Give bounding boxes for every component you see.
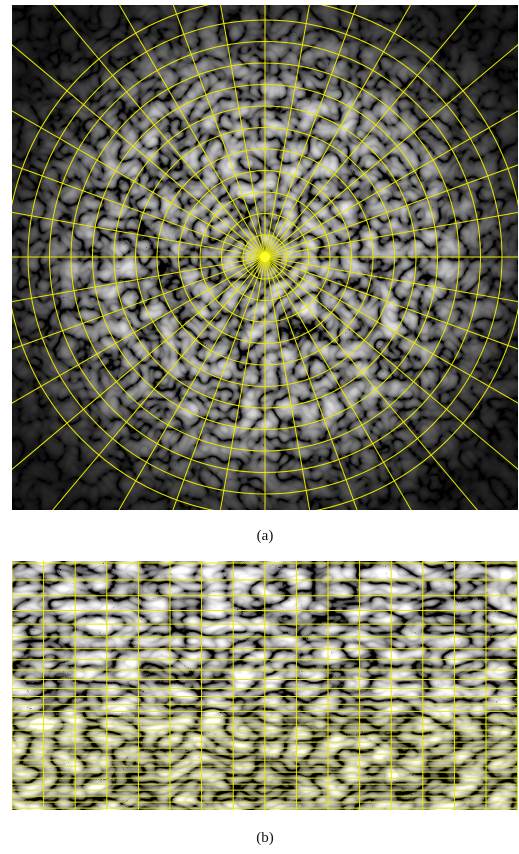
panel-b-image: [12, 561, 518, 810]
caption-b: (b): [256, 830, 274, 846]
figure: (a) (b): [0, 0, 519, 854]
page: {"figure": {"panels": [{"caption": "(a)"…: [0, 0, 519, 854]
center-point: [260, 252, 270, 262]
caption-a: (a): [257, 528, 274, 544]
